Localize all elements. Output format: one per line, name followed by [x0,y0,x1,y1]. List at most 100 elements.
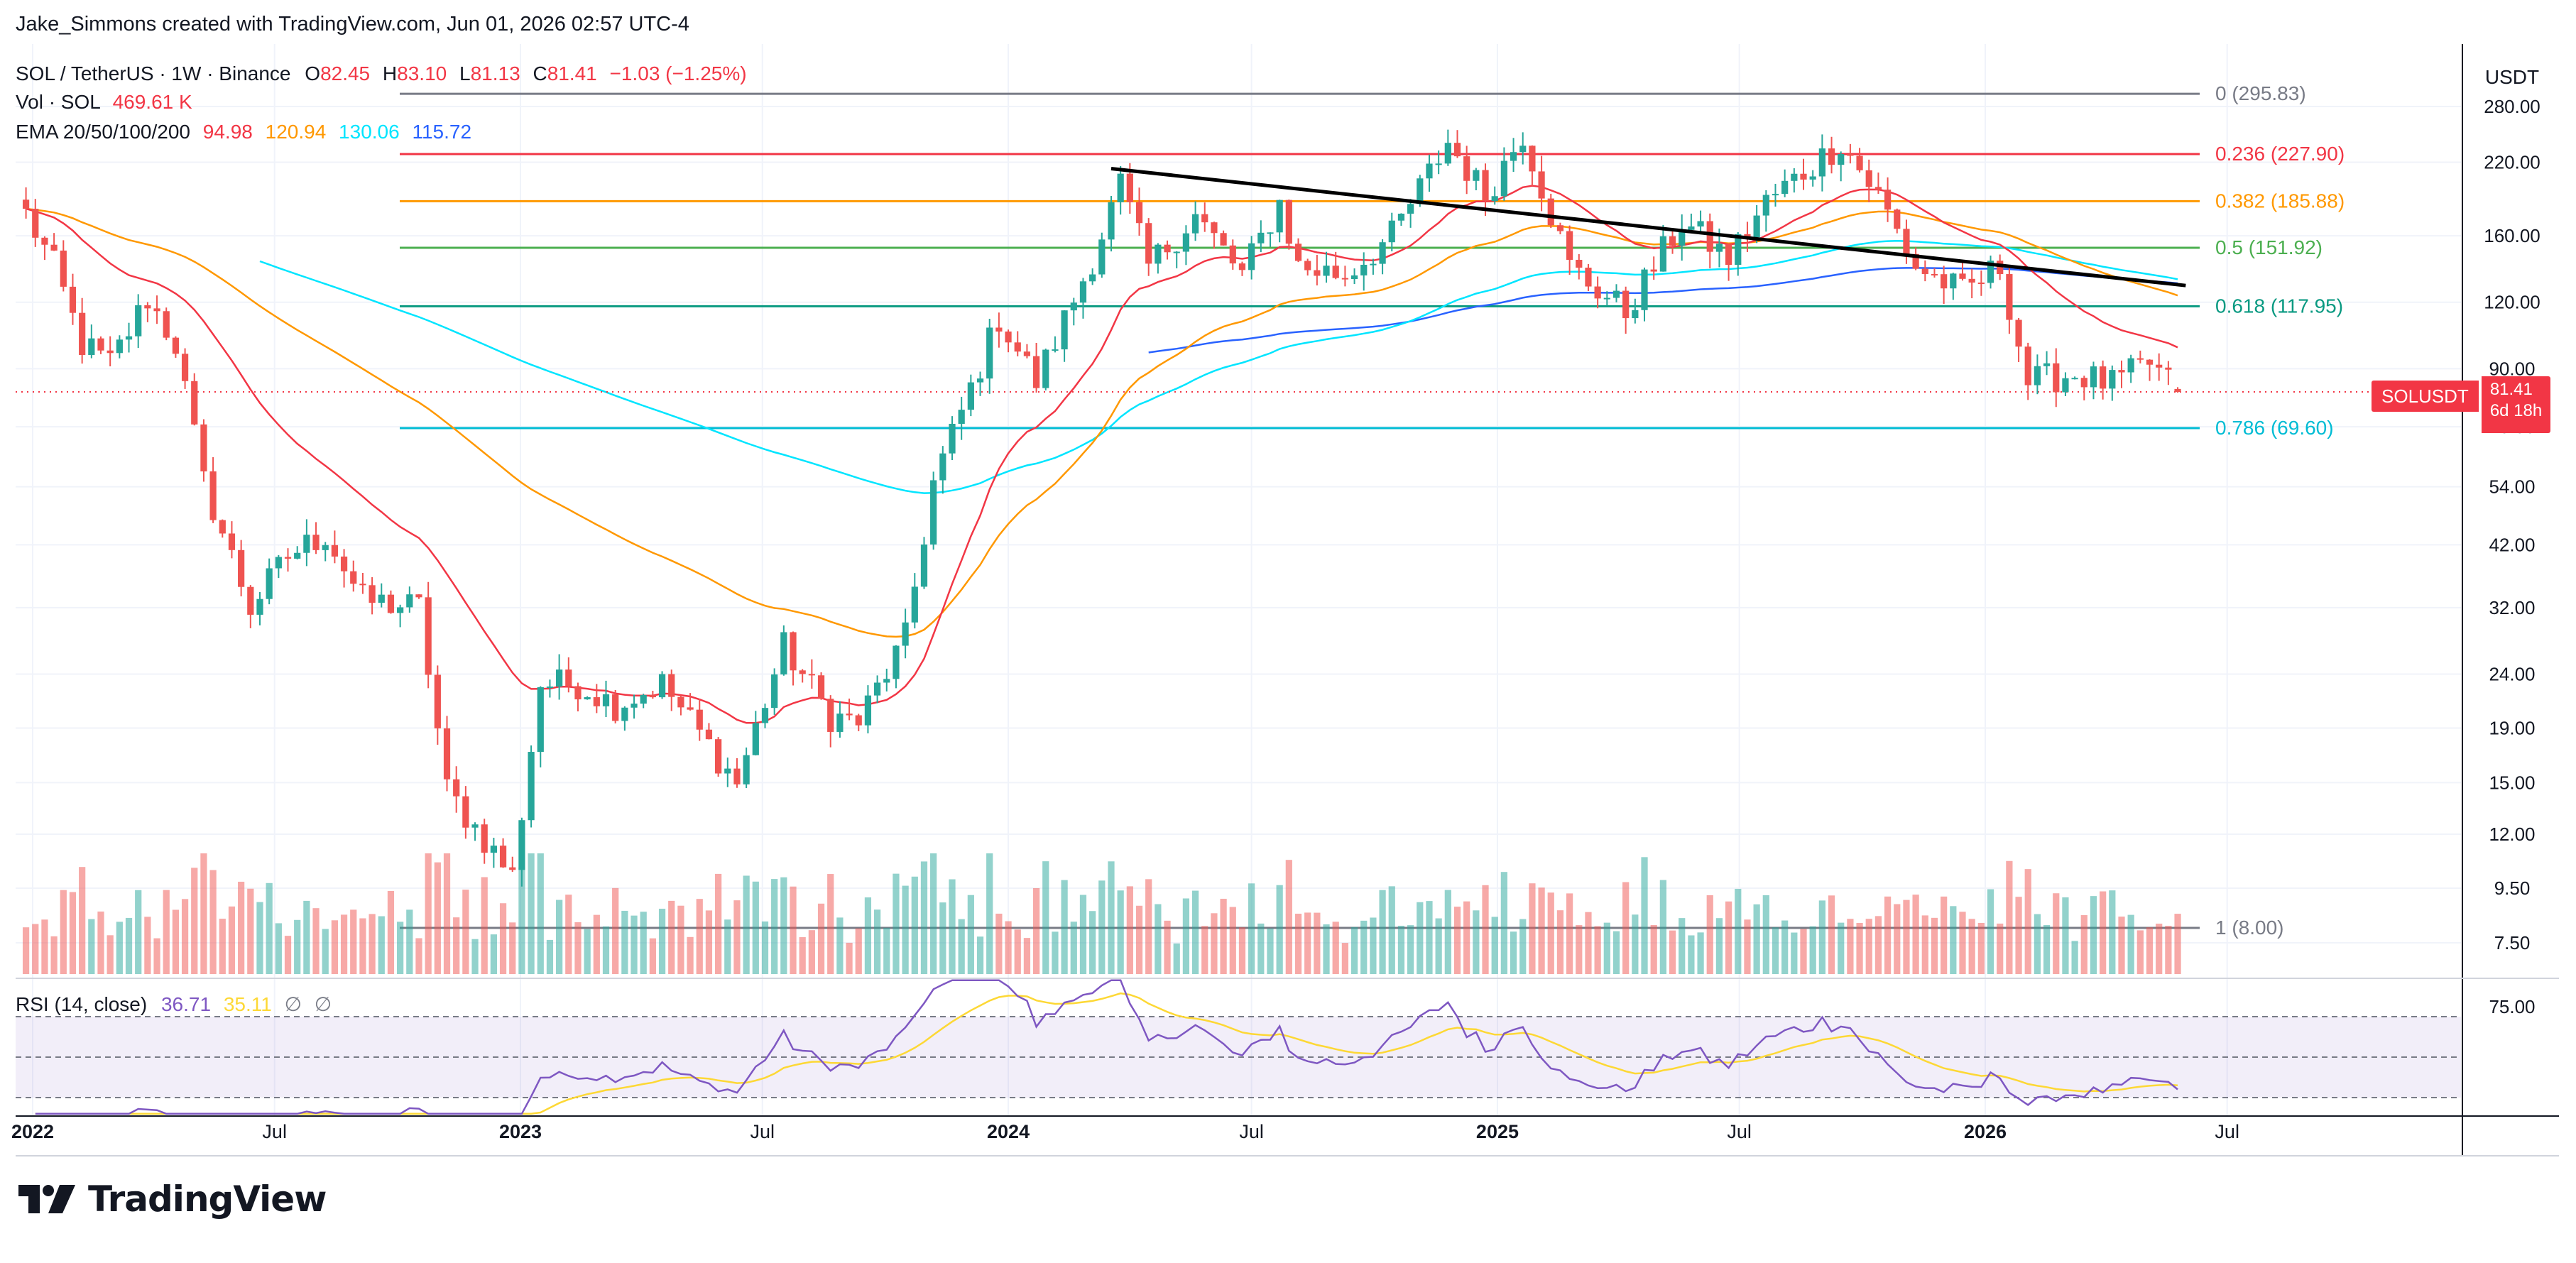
candle[interactable] [144,302,151,322]
candle[interactable] [1360,252,1368,291]
candle[interactable] [41,236,48,261]
candle[interactable] [668,669,675,711]
candle[interactable] [958,396,965,440]
candle[interactable] [1950,273,1957,300]
candle[interactable] [1968,268,1975,299]
candle[interactable] [1098,232,1106,278]
candle[interactable] [1294,238,1302,263]
candle[interactable] [1079,278,1087,319]
candle[interactable] [1370,258,1377,275]
candle[interactable] [2109,365,2116,401]
candle[interactable] [771,668,778,715]
candles[interactable] [22,129,2181,887]
candle[interactable] [855,713,862,731]
candle[interactable] [724,758,731,787]
candle[interactable] [378,583,385,608]
candle[interactable] [1173,251,1180,268]
candle[interactable] [238,540,245,596]
candle[interactable] [939,446,946,494]
candle[interactable] [387,590,395,614]
rsi-label[interactable]: RSI (14, close) [16,993,148,1015]
candle[interactable] [2053,348,2060,408]
candle[interactable] [88,324,95,359]
candle[interactable] [97,336,104,354]
candle[interactable] [1164,240,1171,260]
candle[interactable] [602,680,610,718]
candle[interactable] [1042,348,1049,390]
candle[interactable] [995,312,1003,348]
candle[interactable] [1435,150,1442,175]
candle[interactable] [565,657,572,693]
candle[interactable] [640,694,647,709]
candle[interactable] [1847,143,1854,164]
candle[interactable] [1818,134,1825,192]
candle[interactable] [1772,183,1779,207]
volume-label[interactable]: Vol · SOL [16,91,100,113]
candle[interactable] [2100,360,2107,400]
candle[interactable] [1397,213,1405,226]
candle[interactable] [1688,213,1695,233]
candle[interactable] [1407,199,1414,228]
candle[interactable] [2156,353,2163,381]
candle[interactable] [415,594,422,599]
candle[interactable] [443,716,451,792]
candle[interactable] [1622,286,1630,334]
candle[interactable] [799,669,806,683]
candle[interactable] [1529,145,1536,187]
candle[interactable] [2127,354,2134,383]
candle[interactable] [312,522,320,554]
candle[interactable] [808,659,815,689]
candle[interactable] [677,695,684,716]
candle[interactable] [107,336,114,367]
candle[interactable] [135,294,142,349]
candle[interactable] [1997,254,2004,280]
candle[interactable] [1781,169,1789,197]
candle[interactable] [1931,268,1938,278]
candle[interactable] [228,521,236,559]
candle[interactable] [1257,220,1265,253]
candle[interactable] [1229,239,1236,270]
candle[interactable] [1500,147,1507,201]
candle[interactable] [1032,343,1040,393]
candle[interactable] [1641,267,1648,322]
candle[interactable] [612,689,619,723]
candle[interactable] [1669,231,1676,254]
candle[interactable] [1865,159,1872,202]
candle[interactable] [1285,199,1292,250]
candle[interactable] [1108,196,1115,252]
candle[interactable] [1941,266,1948,304]
candle[interactable] [1959,260,1966,281]
candle[interactable] [275,554,282,579]
candle[interactable] [1379,239,1386,275]
candle[interactable] [406,586,413,613]
candle[interactable] [1323,251,1330,283]
candle[interactable] [2062,372,2069,396]
candle[interactable] [761,704,769,728]
candle[interactable] [359,572,366,594]
candle[interactable] [294,546,301,559]
candle[interactable] [687,693,694,711]
candle[interactable] [50,233,58,251]
candle[interactable] [350,560,357,592]
candle[interactable] [1697,210,1704,234]
candle[interactable] [1585,263,1592,291]
candle[interactable] [1753,204,1760,244]
candle[interactable] [340,549,348,588]
candle[interactable] [1679,214,1686,261]
candle[interactable] [1800,158,1807,190]
candle[interactable] [1491,186,1498,205]
candle[interactable] [1201,202,1208,232]
candle[interactable] [893,645,900,689]
candle[interactable] [2071,376,2078,380]
candle[interactable] [1341,266,1349,287]
candle[interactable] [1350,268,1358,285]
candle[interactable] [1463,146,1470,195]
candle[interactable] [2118,360,2125,388]
candle[interactable] [284,548,292,572]
candle[interactable] [1519,132,1527,165]
candle[interactable] [1388,212,1395,252]
candle[interactable] [172,336,180,358]
candle[interactable] [790,631,797,686]
candle[interactable] [209,456,217,523]
candle[interactable] [163,307,170,341]
